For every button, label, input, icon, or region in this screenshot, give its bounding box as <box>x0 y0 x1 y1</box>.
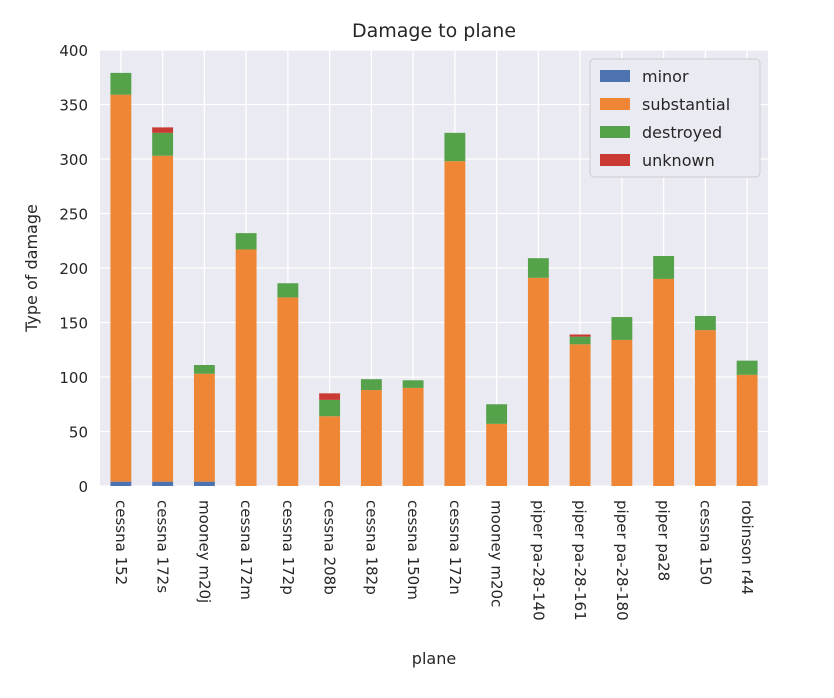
y-tick-label: 0 <box>78 478 88 496</box>
bar-unknown <box>152 127 174 133</box>
y-tick-label: 50 <box>69 424 88 442</box>
x-tick-label: cessna 172p <box>279 500 297 595</box>
x-tick-label: cessna 150 <box>696 500 714 585</box>
bar-substantial <box>277 297 299 486</box>
x-tick-label: cessna 172m <box>237 500 255 600</box>
legend-swatch-substantial <box>600 98 630 110</box>
bar-destroyed <box>277 283 299 298</box>
y-tick-label: 100 <box>59 369 88 387</box>
x-tick-label: cessna 152 <box>112 500 130 585</box>
bar-substantial <box>110 94 132 482</box>
legend-swatch-unknown <box>600 154 630 166</box>
y-axis-label: Type of damage <box>22 204 41 333</box>
legend-box <box>589 58 761 178</box>
bar-destroyed <box>193 365 215 374</box>
x-tick-label: mooney m20c <box>488 500 506 607</box>
bar-unknown <box>319 393 341 400</box>
bar-substantial <box>653 278 675 486</box>
y-tick-label: 300 <box>59 151 88 169</box>
bar-substantial <box>527 277 549 486</box>
bar-substantial <box>486 423 508 486</box>
bar-substantial <box>235 249 257 486</box>
bar-minor <box>110 481 132 486</box>
y-tick-label: 350 <box>59 97 88 115</box>
x-tick-label: cessna 182p <box>362 500 380 595</box>
x-tick-label: cessna 150m <box>404 500 422 600</box>
bar-destroyed <box>486 404 508 424</box>
x-tick-label: cessna 172n <box>446 500 464 595</box>
bar-minor <box>152 481 174 486</box>
bar-substantial <box>402 387 424 486</box>
bar-unknown <box>569 334 591 337</box>
bar-substantial <box>444 161 466 486</box>
chart-title: Damage to plane <box>352 20 516 42</box>
legend-label-minor: minor <box>642 67 689 86</box>
legend-label-destroyed: destroyed <box>642 123 722 142</box>
y-tick-label: 400 <box>59 42 88 60</box>
bar-destroyed <box>319 399 341 417</box>
bars <box>110 72 758 486</box>
x-tick-label: piper pa-28-161 <box>571 500 589 621</box>
x-tick-label: cessna 208b <box>321 500 339 595</box>
y-tick-label: 200 <box>59 260 88 278</box>
x-axis-label: plane <box>412 649 456 668</box>
legend-label-substantial: substantial <box>642 95 730 114</box>
legend: minor substantial destroyed unknown <box>589 58 761 178</box>
y-tick-label: 250 <box>59 206 88 224</box>
x-tick-label: piper pa-28-140 <box>529 500 547 621</box>
bar-destroyed <box>402 380 424 388</box>
x-tick-label: cessna 172s <box>154 500 172 593</box>
bar-destroyed <box>736 360 758 375</box>
bar-substantial <box>569 344 591 486</box>
bar-destroyed <box>653 256 675 279</box>
y-tick-label: 150 <box>59 315 88 333</box>
bar-minor <box>193 481 215 486</box>
bar-destroyed <box>235 233 257 250</box>
bar-destroyed <box>611 317 633 340</box>
legend-label-unknown: unknown <box>642 151 715 170</box>
bar-substantial <box>193 373 215 482</box>
x-tick-label: mooney m20j <box>195 500 213 603</box>
bar-substantial <box>736 374 758 486</box>
bar-substantial <box>694 330 716 486</box>
y-axis-ticks: 0 50 100 150 200 250 300 350 400 <box>59 42 88 496</box>
x-tick-label: robinson r44 <box>738 500 756 595</box>
bar-substantial <box>152 155 174 482</box>
bar-substantial <box>611 339 633 486</box>
bar-destroyed <box>110 72 132 95</box>
bar-destroyed <box>360 379 382 391</box>
x-axis-ticks: cessna 152 cessna 172s mooney m20j cessna 1… <box>112 500 756 621</box>
bar-substantial <box>360 390 382 486</box>
legend-swatch-destroyed <box>600 126 630 138</box>
x-tick-label: piper pa-28-180 <box>613 500 631 621</box>
bar-substantial <box>319 416 341 486</box>
bar-destroyed <box>152 132 174 156</box>
bar-destroyed <box>694 315 716 331</box>
bar-destroyed <box>527 258 549 278</box>
bar-destroyed <box>444 132 466 162</box>
legend-swatch-minor <box>600 70 630 82</box>
x-tick-label: piper pa28 <box>655 500 673 581</box>
bar-destroyed <box>569 336 591 345</box>
